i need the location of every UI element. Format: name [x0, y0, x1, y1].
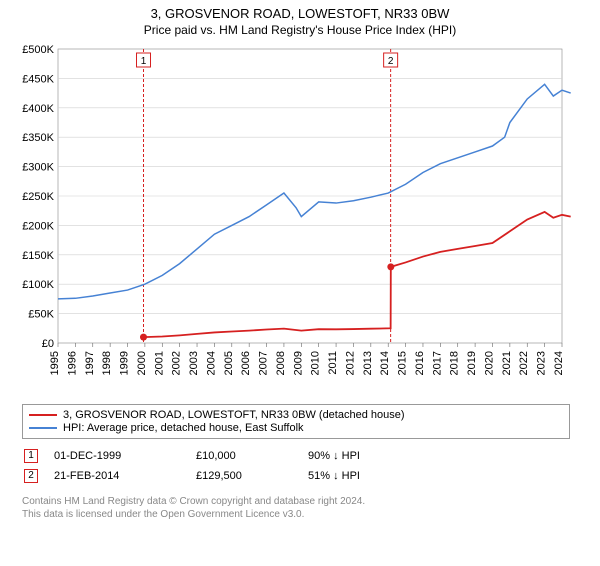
transaction-price: £10,000 [196, 447, 306, 465]
x-tick-label: 2022 [518, 351, 530, 375]
x-tick-label: 2002 [171, 351, 183, 375]
table-row: 1 01-DEC-1999£10,00090% ↓ HPI [24, 447, 374, 465]
legend-item: 3, GROSVENOR ROAD, LOWESTOFT, NR33 0BW (… [29, 409, 563, 421]
x-tick-label: 1996 [66, 351, 78, 375]
attribution-line2: This data is licensed under the Open Gov… [22, 508, 600, 521]
x-tick-label: 2012 [344, 351, 356, 375]
marker-badge: 1 [141, 56, 147, 67]
y-tick-label: £400K [22, 103, 54, 115]
attribution: Contains HM Land Registry data © Crown c… [22, 495, 600, 521]
marker-badge: 2 [388, 56, 394, 67]
x-tick-label: 2014 [379, 351, 391, 375]
x-tick-label: 2018 [449, 351, 461, 375]
legend-label: 3, GROSVENOR ROAD, LOWESTOFT, NR33 0BW (… [63, 409, 405, 421]
x-tick-label: 1999 [119, 351, 131, 375]
x-tick-label: 2024 [553, 351, 565, 375]
x-tick-label: 2006 [240, 351, 252, 375]
x-tick-label: 1997 [84, 351, 96, 375]
legend-item: HPI: Average price, detached house, East… [29, 422, 563, 434]
x-tick-label: 2020 [483, 351, 495, 375]
x-tick-label: 2017 [431, 351, 443, 375]
x-tick-label: 2015 [397, 351, 409, 375]
x-tick-label: 2009 [292, 351, 304, 375]
chart-title: 3, GROSVENOR ROAD, LOWESTOFT, NR33 0BW [0, 6, 600, 21]
chart-area: £0 £50K £100K £150K £200K £250K £300K £350K £400… [12, 43, 572, 398]
chart-subtitle: Price paid vs. HM Land Registry's House … [0, 23, 600, 37]
attribution-line1: Contains HM Land Registry data © Crown c… [22, 495, 600, 508]
x-tick-label: 1998 [101, 351, 113, 375]
x-tick-label: 2000 [136, 351, 148, 375]
x-tick-label: 2016 [414, 351, 426, 375]
x-tick-label: 2008 [275, 351, 287, 375]
transaction-table: 1 01-DEC-1999£10,00090% ↓ HPI 2 21-FEB-2014… [22, 445, 376, 487]
transaction-badge: 2 [24, 469, 38, 483]
x-tick-label: 1995 [49, 351, 61, 375]
x-tick-label: 2001 [153, 351, 165, 375]
transaction-delta: 51% ↓ HPI [308, 467, 374, 485]
table-row: 2 21-FEB-2014£129,50051% ↓ HPI [24, 467, 374, 485]
x-tick-label: 2005 [223, 351, 235, 375]
transaction-badge: 1 [24, 449, 38, 463]
x-tick-label: 2023 [536, 351, 548, 375]
transaction-dot [387, 263, 394, 270]
x-tick-label: 2003 [188, 351, 200, 375]
line-chart-svg: £0 £50K £100K £150K £200K £250K £300K £350K £400… [12, 43, 572, 398]
x-tick-label: 2013 [362, 351, 374, 375]
y-tick-label: £250K [22, 191, 54, 203]
x-tick-label: 2010 [310, 351, 322, 375]
x-tick-label: 2021 [501, 351, 513, 375]
y-tick-label: £150K [22, 250, 54, 262]
x-tick-label: 2011 [327, 351, 339, 375]
y-tick-label: £200K [22, 220, 54, 232]
x-tick-label: 2007 [258, 351, 270, 375]
y-tick-label: £0 [42, 338, 54, 350]
y-tick-label: £50K [28, 309, 54, 321]
transaction-delta: 90% ↓ HPI [308, 447, 374, 465]
legend-label: HPI: Average price, detached house, East… [63, 422, 304, 434]
y-tick-label: £500K [22, 44, 54, 56]
y-tick-label: £350K [22, 132, 54, 144]
transaction-date: 01-DEC-1999 [54, 447, 194, 465]
y-tick-label: £300K [22, 162, 54, 174]
x-tick-label: 2019 [466, 351, 478, 375]
x-tick-label: 2004 [205, 351, 217, 375]
y-tick-label: £450K [22, 73, 54, 85]
legend-swatch [29, 414, 57, 416]
transaction-price: £129,500 [196, 467, 306, 485]
transaction-date: 21-FEB-2014 [54, 467, 194, 485]
legend: 3, GROSVENOR ROAD, LOWESTOFT, NR33 0BW (… [22, 404, 570, 439]
legend-swatch [29, 427, 57, 429]
transaction-dot [140, 334, 147, 341]
y-tick-label: £100K [22, 279, 54, 291]
